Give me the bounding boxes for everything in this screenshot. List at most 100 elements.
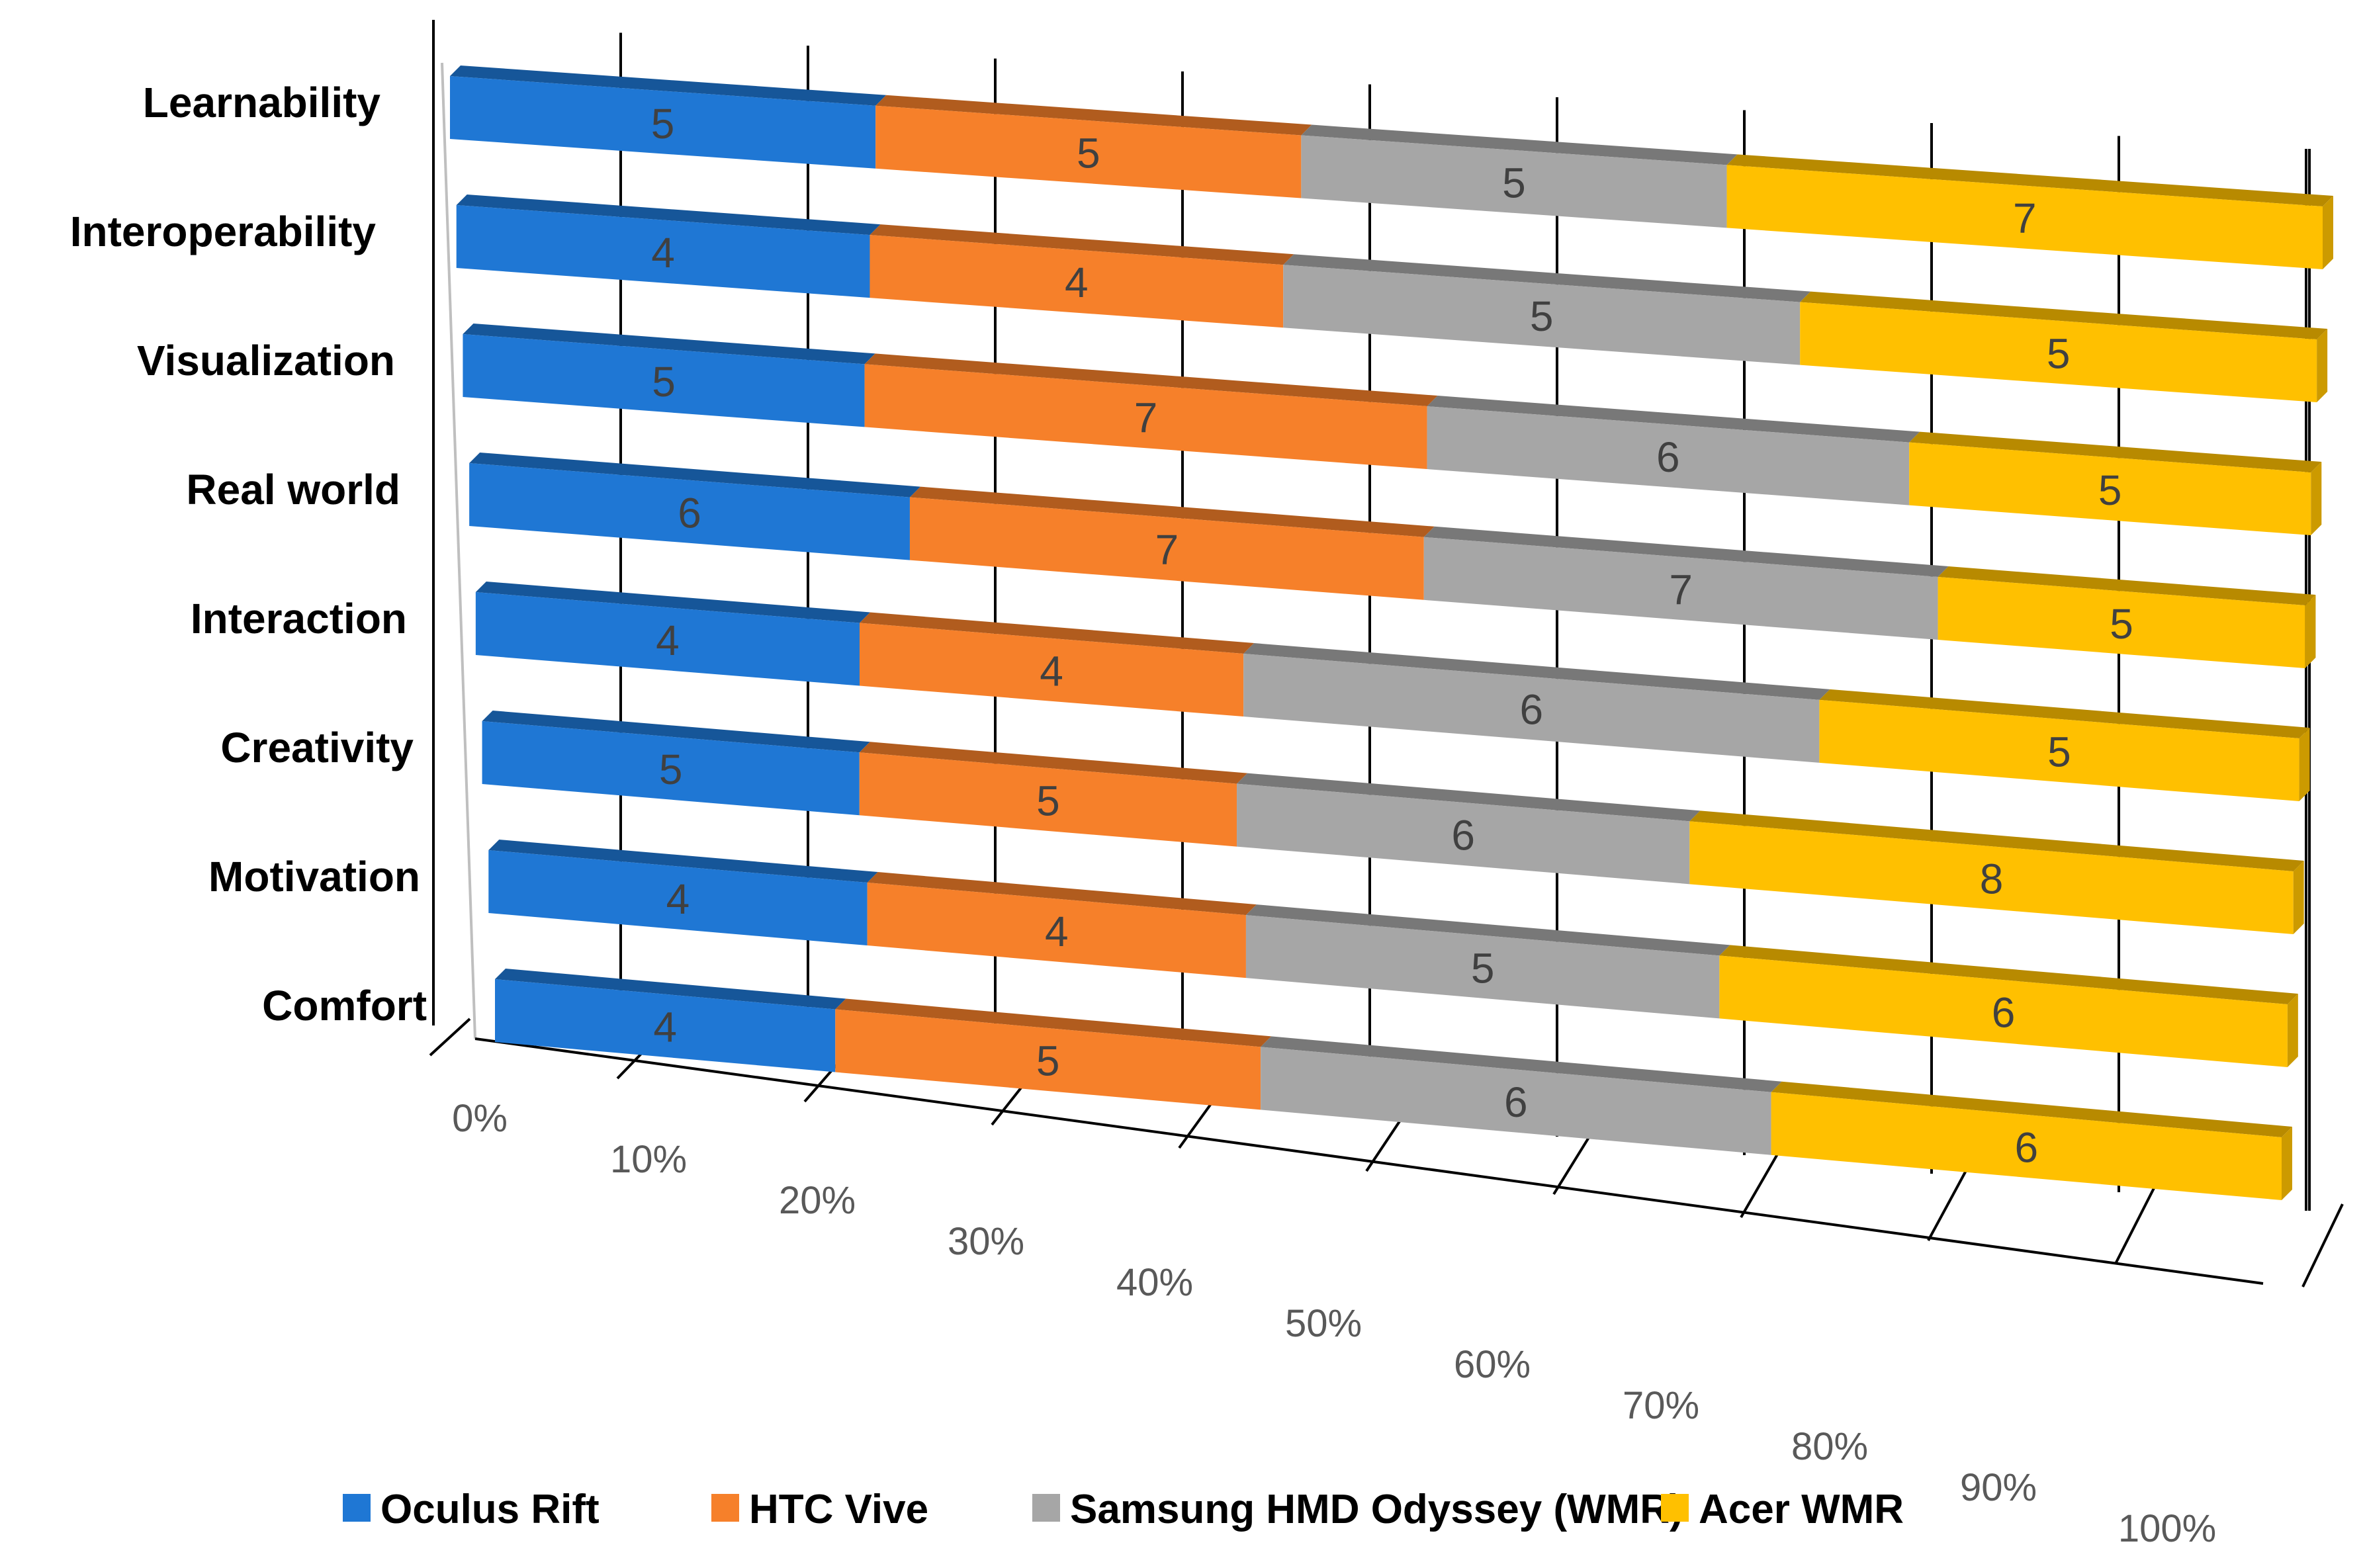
bar-segment: 6 bbox=[1771, 1081, 2292, 1200]
data-label: 6 bbox=[1504, 1078, 1528, 1126]
bar-segment: 5 bbox=[1800, 291, 2328, 402]
bar-end-face bbox=[2299, 728, 2310, 801]
bar-front-face bbox=[1237, 783, 1690, 885]
bar-top-face bbox=[864, 353, 1438, 407]
bar-front-face bbox=[1423, 537, 1938, 640]
bar-segment: 4 bbox=[488, 840, 878, 946]
floor-tick-8 bbox=[1927, 1166, 1969, 1241]
bar-top-face bbox=[835, 998, 1272, 1047]
bars: 4 5 6 6 4 4 5 6 5 5 6 8 4 4 6 5 6 7 7 5 5 7 6 5 4 4 5 5 5 5 5 7 bbox=[450, 65, 2333, 1200]
bar-segment: 7 bbox=[864, 353, 1438, 470]
data-label: 7 bbox=[1155, 526, 1179, 574]
bar-front-face bbox=[860, 623, 1244, 717]
data-label: 6 bbox=[1656, 433, 1680, 481]
bar-front-face bbox=[1245, 915, 1720, 1019]
bar-top-face bbox=[859, 742, 1248, 784]
data-label: 4 bbox=[656, 617, 680, 664]
legend-swatch bbox=[1032, 1494, 1060, 1522]
data-label: 5 bbox=[1036, 1037, 1060, 1084]
bar-end-face bbox=[2293, 861, 2304, 934]
legend-label: Acer WMR bbox=[1699, 1487, 1904, 1532]
x-tick-label: 0% bbox=[452, 1097, 508, 1140]
bar-front-face bbox=[1427, 406, 1910, 505]
x-tick-label: 90% bbox=[1960, 1466, 2037, 1509]
x-tick-label: 70% bbox=[1623, 1384, 1699, 1427]
bar-front-face bbox=[1261, 1047, 1771, 1155]
bar-top-face bbox=[1301, 124, 1738, 165]
bar-top-face bbox=[1427, 396, 1920, 443]
category-label: Learnability bbox=[143, 79, 381, 126]
bar-segment: 4 bbox=[456, 195, 881, 298]
data-label: 4 bbox=[653, 1003, 677, 1051]
bar-front-face bbox=[1909, 442, 2311, 535]
bar-front-face bbox=[835, 1009, 1261, 1110]
data-label: 5 bbox=[1036, 777, 1060, 824]
category-label: Creativity bbox=[220, 724, 414, 771]
data-label: 5 bbox=[2110, 600, 2133, 648]
x-tick-label: 40% bbox=[1116, 1261, 1193, 1304]
bar-top-face bbox=[469, 453, 920, 498]
bar-segment: 7 bbox=[1726, 154, 2333, 269]
floor-tick-10 bbox=[2301, 1203, 2344, 1287]
bar-top-face bbox=[1819, 689, 2310, 738]
data-label: 4 bbox=[1040, 647, 1063, 695]
bar-segment: 5 bbox=[875, 95, 1312, 198]
bar-top-face bbox=[1938, 566, 2316, 605]
floor-tick-6 bbox=[1552, 1129, 1595, 1196]
data-label: 6 bbox=[2014, 1123, 2038, 1171]
x-tick-label: 100% bbox=[2118, 1507, 2216, 1550]
bar-top-face bbox=[867, 872, 1257, 916]
bar-top-face bbox=[1245, 904, 1730, 956]
bar-segment: 4 bbox=[475, 582, 871, 686]
bar-segment: 5 bbox=[1819, 689, 2310, 801]
bar-top-face bbox=[1726, 154, 2333, 206]
data-label: 4 bbox=[1045, 908, 1069, 955]
bar-segment: 6 bbox=[1237, 773, 1701, 885]
x-tick-label: 50% bbox=[1285, 1302, 1362, 1345]
bar-front-face bbox=[1938, 577, 2305, 668]
data-label: 5 bbox=[2098, 466, 2122, 514]
bar-segment: 5 bbox=[1909, 431, 2322, 535]
back-wall-left-edge bbox=[441, 62, 476, 1039]
bar-segment: 6 bbox=[469, 453, 920, 560]
category-label: Interaction bbox=[191, 595, 407, 642]
bar-front-face bbox=[469, 463, 910, 560]
data-label: 7 bbox=[2013, 195, 2037, 242]
data-label: 7 bbox=[1669, 566, 1693, 613]
data-label: 5 bbox=[652, 358, 676, 406]
bar-front-face bbox=[859, 752, 1237, 847]
bar-end-face bbox=[2317, 329, 2328, 402]
bar-front-face bbox=[1689, 821, 2294, 934]
gridlines bbox=[429, 20, 2344, 1287]
bar-segment: 6 bbox=[1427, 396, 1920, 505]
bar-segment: 7 bbox=[909, 486, 1435, 600]
bar-segment: 6 bbox=[1719, 945, 2298, 1067]
category-label: Visualization bbox=[137, 337, 395, 384]
category-label: Comfort bbox=[262, 982, 427, 1029]
data-label: 7 bbox=[1134, 394, 1158, 442]
data-label: 5 bbox=[1077, 130, 1100, 177]
bar-front-face bbox=[1243, 654, 1820, 763]
bar-segment: 7 bbox=[1423, 526, 1949, 640]
bar-front-face bbox=[1301, 135, 1727, 228]
x-tick-label: 60% bbox=[1454, 1343, 1531, 1386]
bar-front-face bbox=[1800, 302, 2317, 402]
data-label: 5 bbox=[659, 746, 683, 793]
category-labels: Learnability Interoperability Visualizatio… bbox=[70, 79, 427, 1029]
bar-top-face bbox=[1283, 254, 1811, 302]
data-label: 5 bbox=[2047, 728, 2071, 775]
bar-top-face bbox=[870, 224, 1294, 265]
legend-item: Acer WMR bbox=[1661, 1487, 1904, 1532]
bar-top-face bbox=[1689, 810, 2304, 871]
floor-tick-9 bbox=[2114, 1185, 2157, 1264]
data-label: 4 bbox=[651, 229, 675, 277]
data-label: 4 bbox=[1065, 259, 1089, 306]
bar-segment: 5 bbox=[1301, 124, 1738, 228]
bar-top-face bbox=[1237, 773, 1701, 822]
bar-top-face bbox=[1800, 291, 2328, 339]
x-tick-label: 30% bbox=[948, 1220, 1024, 1263]
x-tick-label: 10% bbox=[610, 1138, 687, 1181]
bar-top-face bbox=[475, 582, 871, 623]
data-label: 5 bbox=[1530, 292, 1554, 340]
